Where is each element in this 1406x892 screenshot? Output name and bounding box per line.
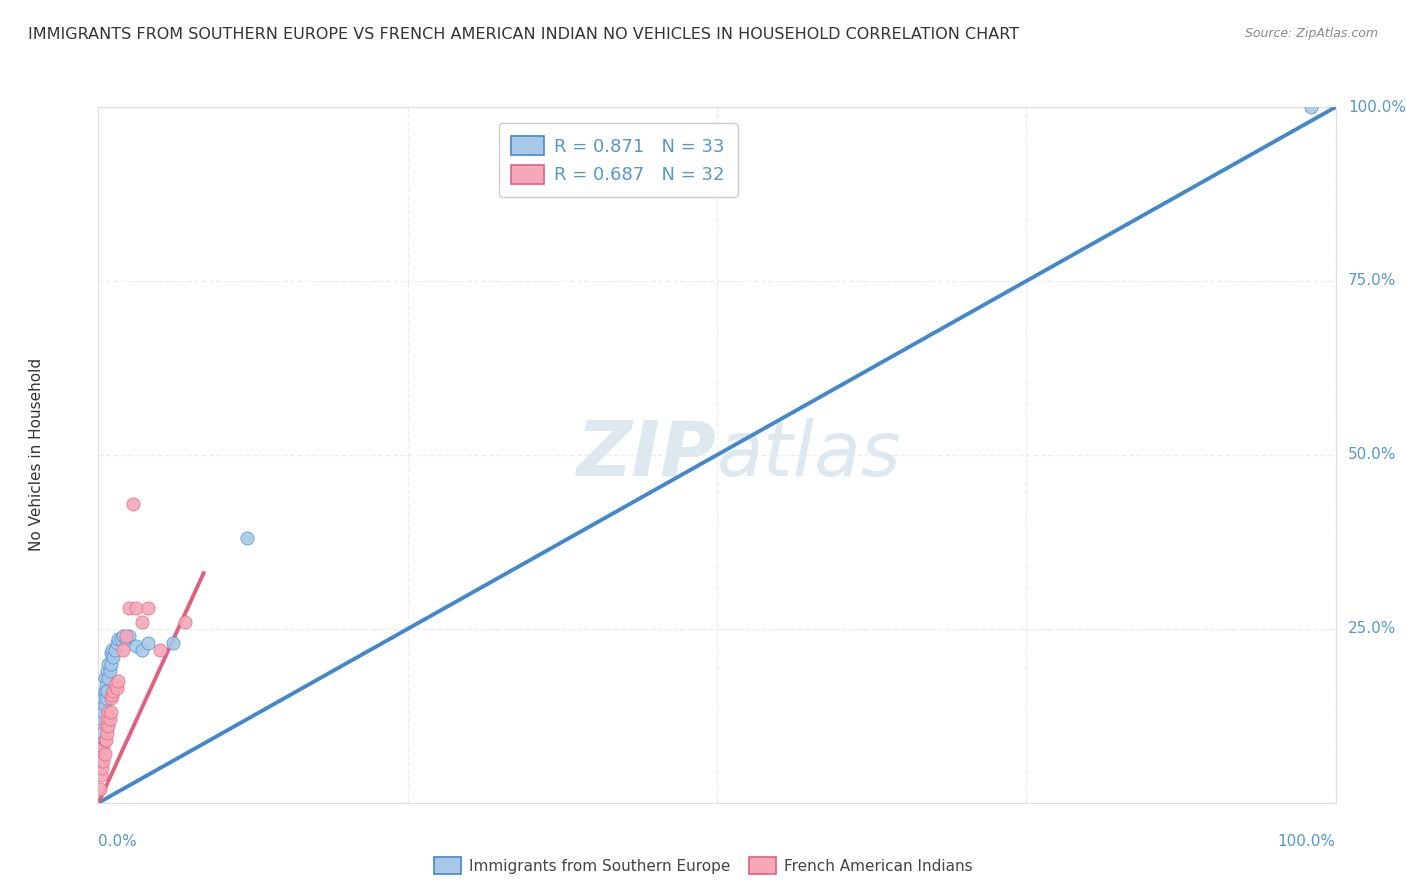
Point: [100, 646, 122, 660]
Text: 0.0%: 0.0%: [98, 834, 138, 849]
Point: [93, 733, 115, 747]
Point: [118, 601, 141, 615]
Point: [93, 740, 115, 755]
Point: [174, 615, 197, 629]
Point: [122, 497, 145, 511]
Point: [91, 712, 114, 726]
Point: [97, 657, 120, 671]
Point: [89, 781, 111, 796]
Point: [93, 684, 115, 698]
Point: [90, 768, 112, 782]
Point: [149, 642, 172, 657]
Text: IMMIGRANTS FROM SOUTHERN EUROPE VS FRENCH AMERICAN INDIAN NO VEHICLES IN HOUSEHO: IMMIGRANTS FROM SOUTHERN EUROPE VS FRENC…: [28, 27, 1019, 42]
Text: atlas: atlas: [717, 418, 901, 491]
Point: [100, 706, 122, 720]
Text: No Vehicles in Household: No Vehicles in Household: [30, 359, 44, 551]
Point: [94, 733, 117, 747]
Point: [93, 698, 115, 713]
Legend: Immigrants from Southern Europe, French American Indians: Immigrants from Southern Europe, French …: [427, 851, 979, 880]
Text: 50.0%: 50.0%: [1348, 448, 1396, 462]
Point: [97, 671, 120, 685]
Point: [93, 691, 115, 706]
Text: ZIP: ZIP: [578, 418, 717, 491]
Text: 100.0%: 100.0%: [1278, 834, 1336, 849]
Point: [96, 712, 118, 726]
Point: [107, 632, 129, 647]
Point: [118, 629, 141, 643]
Point: [105, 636, 128, 650]
Point: [101, 642, 124, 657]
Point: [96, 664, 118, 678]
Point: [96, 726, 118, 740]
Point: [90, 754, 112, 768]
Point: [103, 649, 125, 664]
Point: [93, 754, 115, 768]
Point: [94, 677, 117, 691]
Point: [112, 642, 135, 657]
Point: [93, 671, 115, 685]
Point: [236, 532, 259, 546]
Point: [90, 740, 112, 755]
Point: [93, 747, 115, 761]
Point: [131, 642, 153, 657]
Point: [112, 629, 135, 643]
Point: [1299, 100, 1322, 114]
Point: [100, 691, 122, 706]
Point: [103, 684, 125, 698]
Point: [110, 632, 132, 647]
Point: [131, 615, 153, 629]
Text: 25.0%: 25.0%: [1348, 622, 1396, 636]
Point: [114, 632, 136, 647]
Legend: R = 0.871   N = 33, R = 0.687   N = 32: R = 0.871 N = 33, R = 0.687 N = 32: [499, 123, 738, 197]
Point: [107, 674, 129, 689]
Point: [91, 726, 114, 740]
Point: [98, 664, 121, 678]
Point: [136, 636, 159, 650]
Point: [93, 706, 115, 720]
Text: 100.0%: 100.0%: [1348, 100, 1406, 114]
Point: [103, 642, 125, 657]
Point: [162, 636, 184, 650]
Point: [124, 601, 146, 615]
Point: [124, 639, 146, 653]
Point: [94, 719, 117, 733]
Point: [97, 719, 120, 733]
Point: [89, 754, 111, 768]
Text: 75.0%: 75.0%: [1348, 274, 1396, 288]
Point: [101, 688, 124, 702]
Point: [91, 747, 114, 761]
Point: [103, 677, 125, 691]
Point: [91, 761, 114, 775]
Point: [98, 712, 121, 726]
Point: [114, 629, 136, 643]
Point: [94, 691, 117, 706]
Point: [96, 684, 118, 698]
Text: Source: ZipAtlas.com: Source: ZipAtlas.com: [1244, 27, 1378, 40]
Point: [97, 706, 120, 720]
Point: [136, 601, 159, 615]
Point: [100, 657, 122, 671]
Point: [105, 681, 128, 695]
